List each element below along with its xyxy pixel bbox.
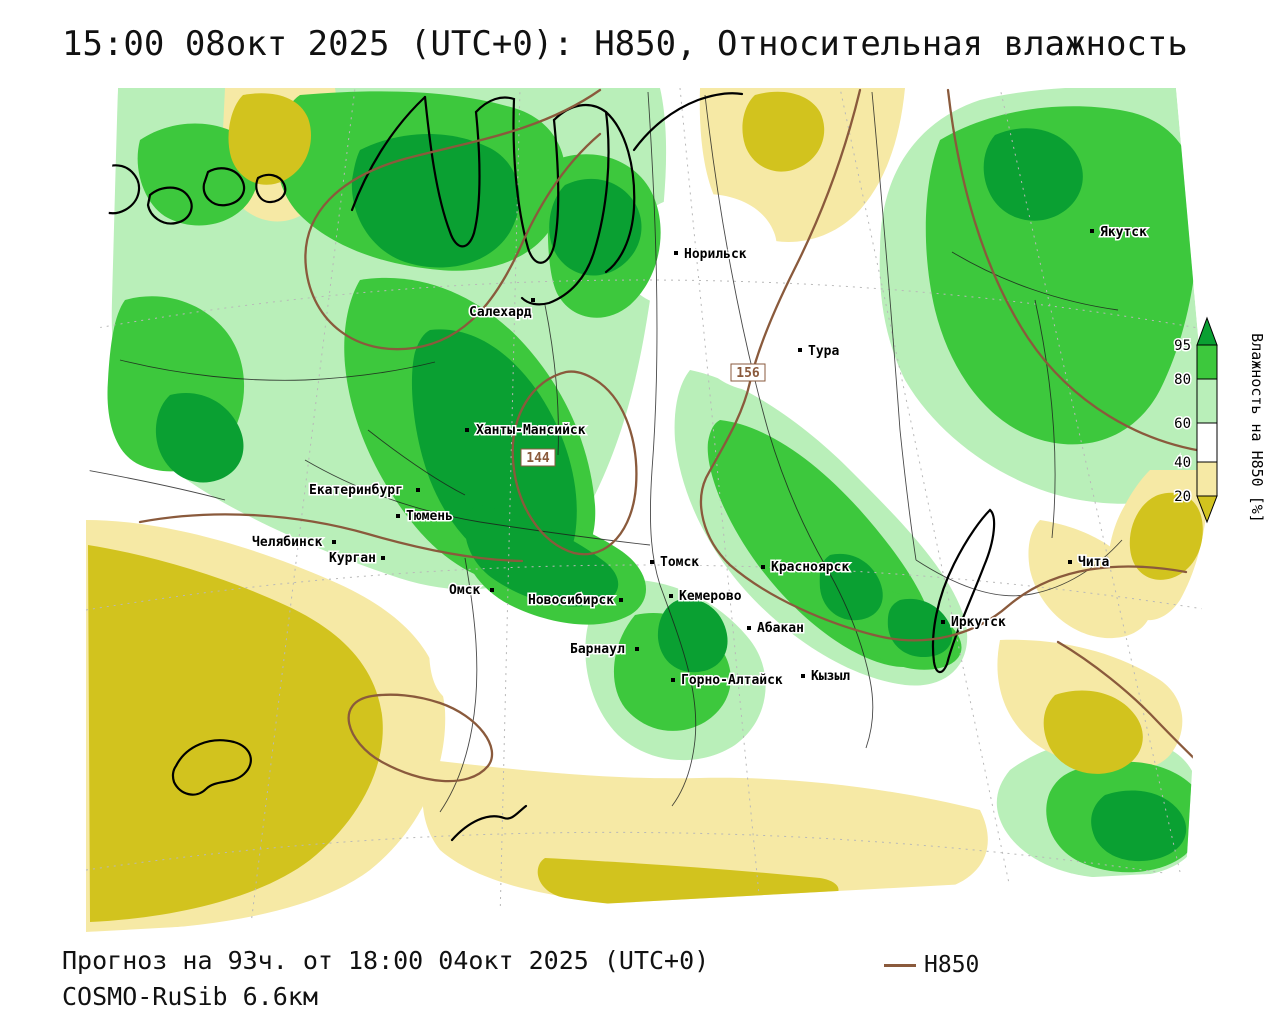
city-marker: [798, 348, 802, 352]
city-label: Курган: [329, 551, 376, 566]
city-label: Иркутск: [951, 615, 1006, 630]
city-label: Горно-Алтайск: [681, 673, 783, 688]
city-label: Тюмень: [406, 509, 453, 524]
city-marker: [332, 540, 336, 544]
city-label: Чита: [1078, 555, 1109, 570]
city-label: Екатеринбург: [309, 483, 403, 498]
city-marker: [801, 674, 805, 678]
colorbar-arrow-top: [1196, 316, 1218, 346]
city-label: Якутск: [1100, 225, 1147, 240]
map-area: 156 144 Норильск Якутск Салехард Тура Ханты-М…: [0, 80, 1280, 944]
city-marker: [674, 251, 678, 255]
city-label: Томск: [660, 555, 699, 570]
city-marker: [669, 594, 673, 598]
city-label: Челябинск: [252, 535, 323, 550]
colorbar-tick-label: 80: [1174, 372, 1191, 388]
city-label: Новосибирск: [528, 593, 614, 608]
colorbar-tick-label: 60: [1174, 416, 1191, 432]
humidity-map: 156 144 Норильск Якутск Салехард Тура Ханты-М…: [86, 88, 1266, 932]
city-marker: [671, 678, 675, 682]
colorbar-seg-40-60: [1196, 422, 1218, 463]
model-info: COSMO-RuSib 6.6км: [62, 982, 318, 1011]
contour-labels-layer: 156 144: [520, 363, 766, 467]
cities-layer: Норильск Якутск Салехард Тура Ханты-Мансийск…: [251, 224, 1149, 690]
city-marker: [1090, 229, 1094, 233]
city-marker: [747, 626, 751, 630]
city-marker: [416, 488, 420, 492]
city-label: Барнаул: [570, 642, 625, 657]
city-marker: [761, 565, 765, 569]
contour-legend: H850: [884, 952, 979, 978]
contour-label: 144: [526, 451, 550, 466]
city-label: Ханты-Мансийск: [476, 423, 586, 438]
coastline-layer: [88, 92, 996, 842]
region-borders-layer: [86, 91, 1123, 813]
city-marker: [490, 588, 494, 592]
city-marker: [650, 560, 654, 564]
city-label: Салехард: [469, 305, 532, 320]
city-marker: [619, 598, 623, 602]
contour-label: 156: [736, 366, 760, 381]
city-marker: [465, 428, 469, 432]
legend-label: H850: [924, 952, 980, 978]
city-marker: [635, 647, 639, 651]
colorbar-seg-80-95: [1196, 344, 1218, 380]
h850-line-sample: [884, 963, 916, 967]
humidity-colorbar: 95 80 60 40 20 Влажность на H850 [%]: [1173, 316, 1266, 524]
city-label: Норильск: [684, 247, 747, 262]
contour-label-box: [730, 363, 766, 382]
city-marker: [531, 298, 535, 302]
colorbar-seg-20-40: [1196, 461, 1218, 497]
city-label: Омск: [449, 583, 480, 598]
colorbar-arrow-bottom: [1196, 495, 1218, 524]
colorbar-seg-60-80: [1196, 378, 1218, 424]
colorbar-tick-label: 95: [1174, 338, 1191, 354]
colorbar-ticks: 95 80 60 40 20: [1173, 337, 1193, 507]
city-marker: [941, 620, 945, 624]
city-label: Красноярск: [771, 560, 849, 575]
city-label: Абакан: [757, 621, 804, 636]
city-marker: [1068, 560, 1072, 564]
city-marker: [381, 556, 385, 560]
colorbar-axis-label: Влажность на H850 [%]: [1248, 333, 1266, 523]
map-title: 15:00 08окт 2025 (UTC+0): H850, Относите…: [62, 24, 1188, 64]
contour-label-box: [520, 448, 556, 467]
colorbar-tick-label: 40: [1174, 455, 1191, 471]
city-label: Кызыл: [811, 669, 850, 684]
forecast-info: Прогноз на 93ч. от 18:00 04окт 2025 (UTC…: [62, 946, 710, 975]
colorbar-tick-label: 20: [1174, 489, 1191, 505]
city-label: Кемерово: [679, 589, 742, 604]
city-marker: [396, 514, 400, 518]
graticule-layer: [86, 88, 1210, 932]
city-label: Тура: [808, 344, 839, 359]
